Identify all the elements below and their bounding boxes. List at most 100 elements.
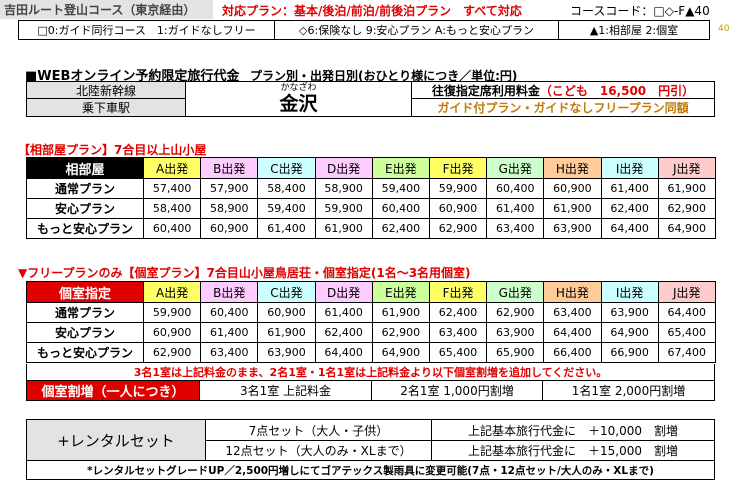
- plan-label: 通常プラン: [26, 302, 144, 323]
- header-b: B出発: [200, 281, 259, 303]
- price-cell: 63,900: [257, 342, 316, 363]
- plan-label: 安心プラン: [26, 198, 144, 219]
- surcharge-2-text: 2名1室 1,000円割増: [400, 384, 514, 398]
- header-i: I出発: [600, 157, 659, 179]
- child-fare: （こども 16,500 円引）: [539, 83, 695, 98]
- price-cell: 61,900: [257, 322, 316, 343]
- price-cell: 57,400: [142, 178, 202, 199]
- price-cell: 62,400: [314, 322, 373, 343]
- header-f: F出発: [428, 157, 488, 179]
- rental-set-7: 7点セット（大人・子供）: [205, 419, 432, 441]
- plan-label: もっと安心プラン: [26, 218, 144, 239]
- header-h: H出発: [543, 281, 602, 303]
- price-cell: 63,900: [543, 218, 602, 239]
- surcharge-1-text: 1名1室 2,000円割増: [571, 384, 686, 398]
- price-cell: 61,900: [543, 198, 602, 219]
- header-d: D出発: [314, 157, 373, 179]
- price-cell: 65,900: [486, 342, 545, 363]
- surcharge-2: 2名1室 1,000円割増: [371, 380, 543, 401]
- route-title: 吉田ルート登山コース（東京経由）: [0, 0, 213, 19]
- header-d: D出発: [314, 281, 373, 303]
- price-cell: 58,900: [200, 198, 259, 219]
- rental-label-text: +レンタルセット: [57, 431, 175, 450]
- shared-room-corner: 相部屋: [26, 157, 144, 179]
- price-cell: 59,900: [428, 178, 488, 199]
- line-name-text: 北陸新幹線: [75, 83, 136, 98]
- price-cell: 60,900: [543, 178, 602, 199]
- station-ruby: かなざわ: [280, 83, 317, 93]
- shared-room-table: 相部屋 A出発 B出発 C出発 D出発 E出発 F出発 G出発 H出発 I出発 …: [26, 157, 716, 239]
- fare-title-text: ■WEBオンライン予約限定旅行代金: [25, 69, 240, 84]
- price-cell: 65,400: [428, 342, 488, 363]
- price-cell: 64,400: [600, 218, 659, 239]
- price-cell: 63,400: [486, 218, 545, 239]
- rental-price-12: 上記基本旅行代金に ＋15,000 割増: [431, 440, 715, 461]
- private-room-corner: 個室指定: [26, 281, 144, 303]
- price-cell: 66,900: [600, 342, 659, 363]
- price-cell: 62,900: [371, 322, 430, 343]
- price-cell: 61,900: [371, 302, 430, 323]
- option-guide: □0:ガイド同行コース 1:ガイドなしフリー: [18, 20, 275, 40]
- station-cell: かなざわ 金沢: [185, 81, 412, 117]
- header-b: B出発: [200, 157, 259, 179]
- plan-label: もっと安心プラン: [26, 342, 144, 363]
- price-cell: 64,900: [371, 342, 430, 363]
- header-i: I出発: [600, 281, 659, 303]
- price-cell: 61,400: [200, 322, 259, 343]
- price-row: 通常プラン 57,400 57,900 58,400 58,900 59,400 59,90…: [26, 178, 716, 199]
- price-cell: 61,900: [657, 178, 716, 199]
- rental-label: +レンタルセット: [26, 419, 206, 461]
- guide-note: ガイド付プラン・ガイドなしフリープラン同額: [411, 98, 715, 117]
- rental-set-12: 12点セット（大人のみ・XLまで）: [205, 440, 432, 461]
- header-c: C出発: [257, 157, 316, 179]
- price-cell: 60,400: [142, 218, 202, 239]
- price-row: 安心プラン 58,400 58,900 59,400 59,900 60,400 60,90…: [26, 198, 716, 219]
- price-cell: 64,400: [543, 322, 602, 343]
- station-label-text: 乗下車駅: [81, 101, 130, 115]
- guide-note-text: ガイド付プラン・ガイドなしフリープラン同額: [437, 101, 689, 115]
- price-cell: 60,400: [486, 178, 545, 199]
- price-cell: 65,400: [657, 322, 716, 343]
- price-cell: 61,400: [257, 218, 316, 239]
- fare-subtitle: プラン別・出発日別(おひとり様につき／単位:円): [249, 69, 518, 83]
- price-cell: 58,900: [314, 178, 373, 199]
- header-e: E出発: [371, 281, 430, 303]
- price-cell: 67,400: [657, 342, 716, 363]
- price-cell: 64,900: [657, 218, 716, 239]
- price-cell: 63,900: [486, 322, 545, 343]
- price-cell: 62,900: [428, 218, 488, 239]
- header-e: E出発: [371, 157, 430, 179]
- price-cell: 64,400: [657, 302, 716, 323]
- option-room-text: ▲1:相部屋 2:個室: [589, 24, 679, 37]
- price-cell: 60,900: [428, 198, 488, 219]
- price-row: もっと安心プラン 60,400 60,900 61,400 61,900 62,400 62…: [26, 218, 716, 239]
- price-row: 通常プラン 59,900 60,400 60,900 61,400 61,900 62,40…: [26, 302, 716, 323]
- price-cell: 61,400: [314, 302, 373, 323]
- price-cell: 62,400: [600, 198, 659, 219]
- section2-title: ▼フリープランのみ【個室プラン】7合目山小屋鳥居荘・個室指定(1名～3名用個室): [18, 266, 471, 280]
- price-cell: 59,900: [314, 198, 373, 219]
- option-room: ▲1:相部屋 2:個室: [558, 20, 710, 40]
- course-code: コースコード：□◇-F▲40: [570, 4, 710, 18]
- fare-label: 往復指定席利用料金: [431, 83, 540, 98]
- price-cell: 62,900: [657, 198, 716, 219]
- price-cell: 59,400: [371, 178, 430, 199]
- price-cell: 61,900: [314, 218, 373, 239]
- header-c: C出発: [257, 281, 316, 303]
- price-cell: 60,900: [200, 218, 259, 239]
- rental-price-7: 上記基本旅行代金に ＋10,000 割増: [431, 419, 715, 441]
- header-a: A出発: [142, 281, 202, 303]
- price-cell: 61,400: [600, 178, 659, 199]
- rental-footnote: *レンタルセットグレードUP／2,500円増しにてゴアテックス製雨具に変更可能(…: [26, 460, 715, 480]
- rental-price-12-text: 上記基本旅行代金に ＋15,000 割増: [468, 444, 678, 458]
- surcharge-label: 個室割増（一人につき）: [26, 380, 200, 401]
- option-insurance-text: ◇6:保険なし 9:安心プラン A:もっと安心プラン: [299, 24, 534, 37]
- price-cell: 64,400: [314, 342, 373, 363]
- price-cell: 58,400: [142, 198, 202, 219]
- price-row: 安心プラン 60,900 61,400 61,900 62,400 62,900 63,40…: [26, 322, 716, 343]
- price-cell: 66,400: [543, 342, 602, 363]
- private-room-table: 個室指定 A出発 B出発 C出発 D出発 E出発 F出発 G出発 H出発 I出発…: [26, 281, 716, 363]
- option-insurance: ◇6:保険なし 9:安心プラン A:もっと安心プラン: [274, 20, 559, 40]
- fare-label-cell: 往復指定席利用料金 （こども 16,500 円引）: [411, 81, 715, 99]
- plans-text: 対応プラン：基本/後泊/前泊/前後泊プラン すべて対応: [222, 4, 522, 18]
